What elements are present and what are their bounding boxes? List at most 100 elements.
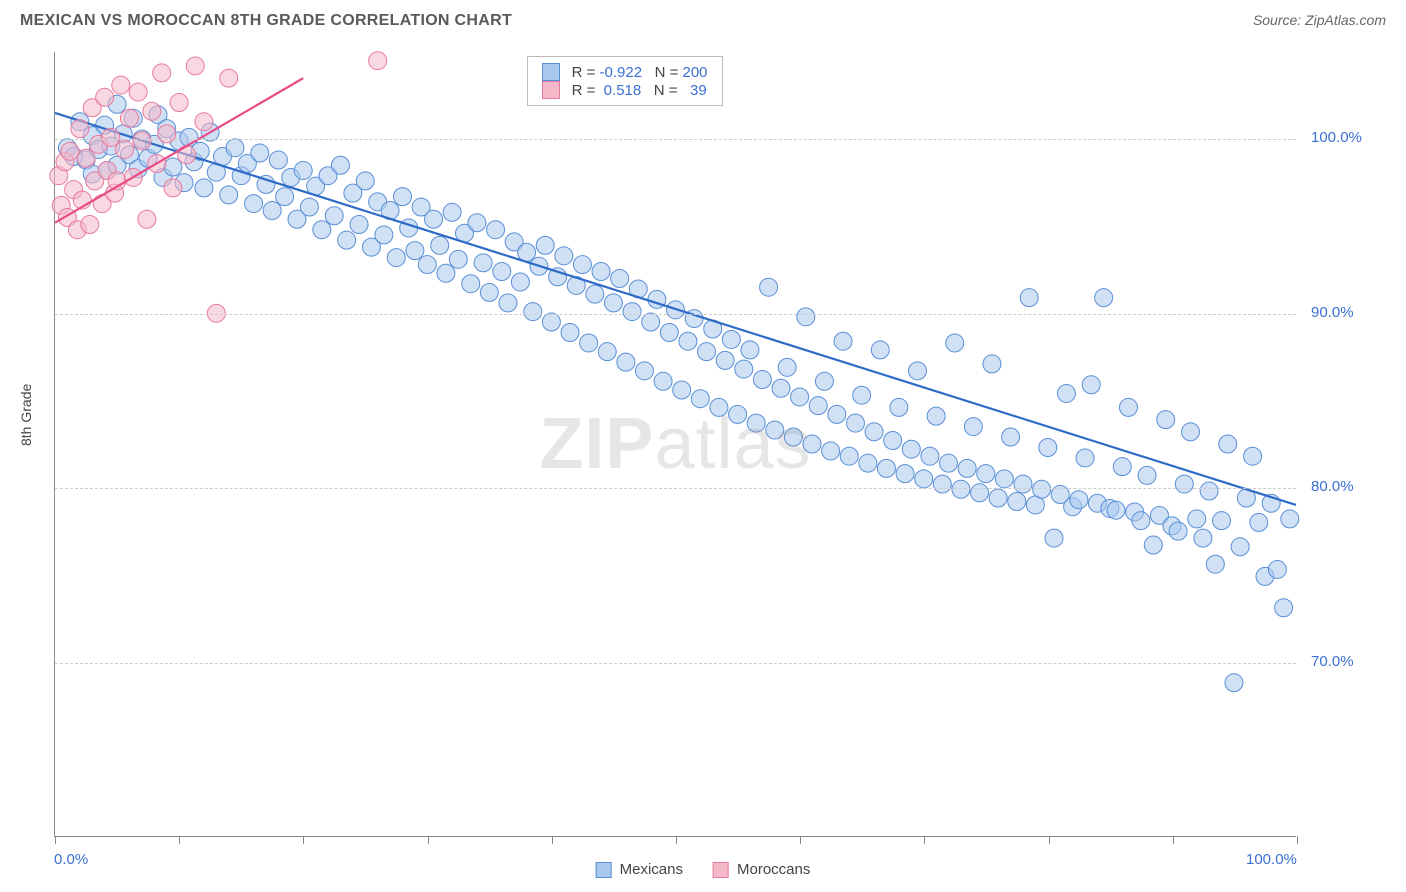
data-point	[822, 442, 840, 460]
data-point	[741, 341, 759, 359]
data-point	[611, 270, 629, 288]
data-point	[1014, 475, 1032, 493]
data-point	[729, 405, 747, 423]
data-point	[263, 202, 281, 220]
x-tick	[179, 836, 180, 844]
data-point	[716, 351, 734, 369]
data-point	[691, 390, 709, 408]
y-tick-label: 80.0%	[1311, 478, 1354, 495]
data-point	[1169, 522, 1187, 540]
data-point	[902, 440, 920, 458]
data-point	[809, 397, 827, 415]
legend-swatch	[713, 862, 729, 878]
data-point	[1250, 513, 1268, 531]
data-point	[753, 371, 771, 389]
data-point	[186, 57, 204, 75]
data-point	[815, 372, 833, 390]
data-point	[493, 263, 511, 281]
data-point	[251, 144, 269, 162]
data-point	[1113, 458, 1131, 476]
data-point	[915, 470, 933, 488]
x-tick-label: 100.0%	[1246, 851, 1297, 868]
data-point	[958, 459, 976, 477]
x-tick-label: 0.0%	[54, 851, 88, 868]
data-point	[524, 303, 542, 321]
trend-line	[55, 113, 1296, 505]
x-tick	[303, 836, 304, 844]
x-tick	[428, 836, 429, 844]
data-point	[1008, 493, 1026, 511]
data-point	[120, 109, 138, 127]
stats-row: R = 0.518 N = 39	[542, 81, 708, 99]
y-tick-label: 70.0%	[1311, 653, 1354, 670]
data-point	[1275, 599, 1293, 617]
data-point	[1188, 510, 1206, 528]
data-point	[853, 386, 871, 404]
data-point	[995, 470, 1013, 488]
legend-item: Moroccans	[713, 861, 810, 878]
stats-text: R = -0.922 N = 200	[572, 64, 708, 81]
data-point	[971, 484, 989, 502]
data-point	[909, 362, 927, 380]
data-point	[143, 102, 161, 120]
data-point	[791, 388, 809, 406]
legend-swatch	[596, 862, 612, 878]
x-tick	[55, 836, 56, 844]
data-point	[1138, 466, 1156, 484]
data-point	[437, 264, 455, 282]
x-tick	[800, 836, 801, 844]
data-point	[474, 254, 492, 272]
data-point	[1268, 560, 1286, 578]
data-point	[952, 480, 970, 498]
data-point	[418, 256, 436, 274]
stats-box: R = -0.922 N = 200R = 0.518 N = 39	[527, 56, 723, 106]
data-point	[1244, 447, 1262, 465]
data-point	[1213, 512, 1231, 530]
data-point	[778, 358, 796, 376]
data-point	[195, 113, 213, 131]
data-point	[81, 215, 99, 233]
data-point	[1144, 536, 1162, 554]
data-point	[1107, 501, 1125, 519]
data-point	[592, 263, 610, 281]
data-point	[116, 141, 134, 159]
data-point	[387, 249, 405, 267]
data-point	[846, 414, 864, 432]
data-point	[735, 360, 753, 378]
data-point	[331, 156, 349, 174]
data-point	[542, 313, 560, 331]
gridline-h	[55, 488, 1296, 489]
x-tick	[924, 836, 925, 844]
data-point	[940, 454, 958, 472]
data-point	[654, 372, 672, 390]
bottom-legend: Mexicans Moroccans	[596, 861, 811, 878]
data-point	[220, 186, 238, 204]
data-point	[356, 172, 374, 190]
data-point	[604, 294, 622, 312]
x-tick	[1173, 836, 1174, 844]
data-point	[1039, 438, 1057, 456]
data-point	[536, 236, 554, 254]
data-point	[313, 221, 331, 239]
data-point	[325, 207, 343, 225]
data-point	[1206, 555, 1224, 573]
data-point	[834, 332, 852, 350]
data-point	[865, 423, 883, 441]
data-point	[1119, 398, 1137, 416]
data-point	[462, 275, 480, 293]
data-point	[784, 428, 802, 446]
chart-header: MEXICAN VS MOROCCAN 8TH GRADE CORRELATIO…	[0, 0, 1406, 38]
data-point	[61, 142, 79, 160]
stats-row: R = -0.922 N = 200	[542, 63, 708, 81]
data-point	[933, 475, 951, 493]
data-point	[871, 341, 889, 359]
data-point	[1200, 482, 1218, 500]
data-point	[350, 215, 368, 233]
data-point	[276, 188, 294, 206]
data-point	[698, 343, 716, 361]
data-point	[138, 210, 156, 228]
data-point	[890, 398, 908, 416]
data-point	[1057, 384, 1075, 402]
data-point	[673, 381, 691, 399]
legend-item: Mexicans	[596, 861, 683, 878]
